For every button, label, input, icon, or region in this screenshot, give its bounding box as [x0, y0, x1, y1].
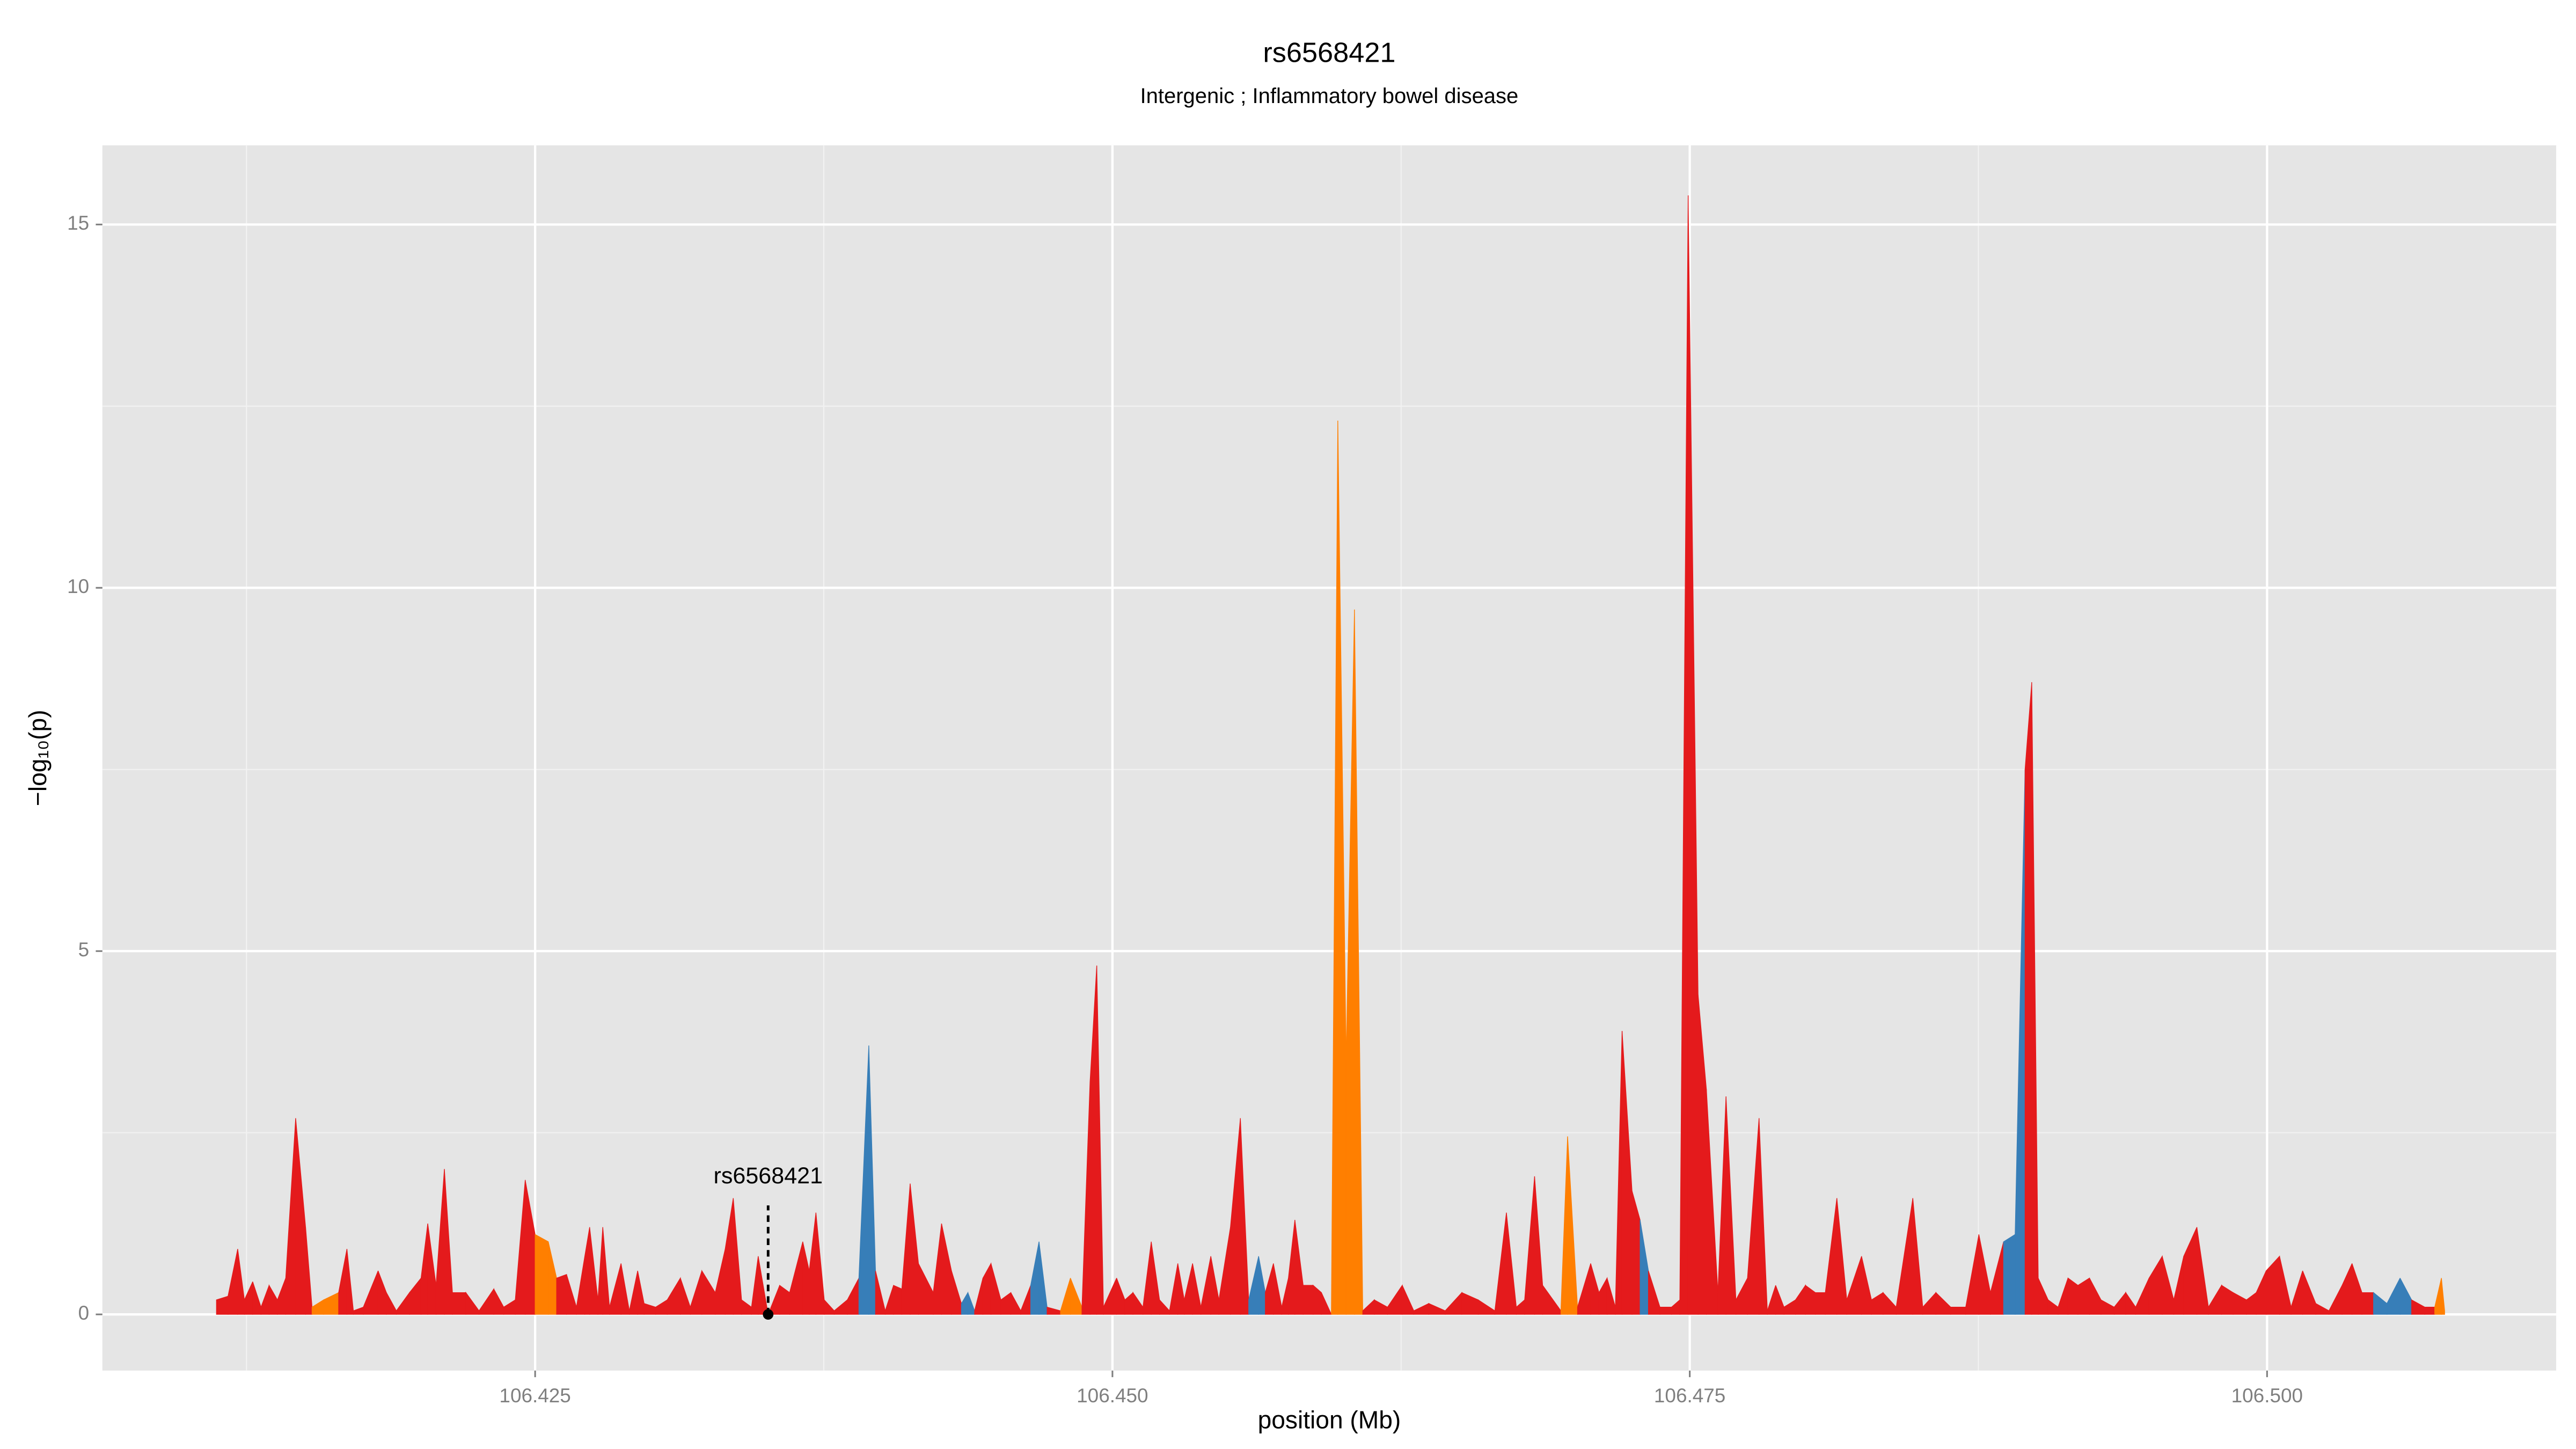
x-tick-label: 106.425: [499, 1385, 570, 1407]
annotation-label: rs6568421: [714, 1163, 823, 1189]
area-marks: [216, 195, 2445, 1315]
y-tick-label: 5: [78, 939, 90, 961]
area-segment: [1950, 1307, 1966, 1315]
area-segment: [1815, 1292, 1826, 1315]
area-segment: [556, 1274, 567, 1315]
area-segment: [893, 1285, 903, 1315]
plot-background: [102, 145, 2557, 1371]
x-tick-label: 106.500: [2231, 1385, 2303, 1407]
area-segment: [535, 1234, 549, 1315]
area-segment: [1302, 1285, 1314, 1315]
chart-title: rs6568421: [1263, 37, 1395, 68]
y-tick-label: 0: [78, 1302, 90, 1324]
x-tick-label: 106.450: [1077, 1385, 1148, 1407]
area-segment: [452, 1292, 466, 1315]
x-tick-label: 106.475: [1654, 1385, 1725, 1407]
area-segment: [1659, 1307, 1672, 1315]
axes: 106.425 106.450 106.475 106.500 0 5 10 15: [67, 212, 2303, 1407]
area-segment: [2441, 1278, 2445, 1315]
y-tick-label: 10: [67, 575, 89, 597]
y-tick-label: 15: [67, 212, 89, 234]
chart-subtitle: Intergenic ; Inflammatory bowel disease: [1140, 84, 1519, 108]
area-segment: [2424, 1307, 2435, 1315]
y-axis-label: −log₁₀(p): [24, 709, 52, 806]
annotation: rs6568421: [714, 1163, 823, 1320]
area-segment: [2003, 1234, 2016, 1315]
area-segment: [1321, 1292, 1332, 1315]
x-axis-label: position (Mb): [1258, 1406, 1401, 1433]
area-segment: [2361, 1292, 2374, 1315]
area-segment: [2024, 682, 2032, 1315]
annotation-point: [763, 1309, 774, 1320]
